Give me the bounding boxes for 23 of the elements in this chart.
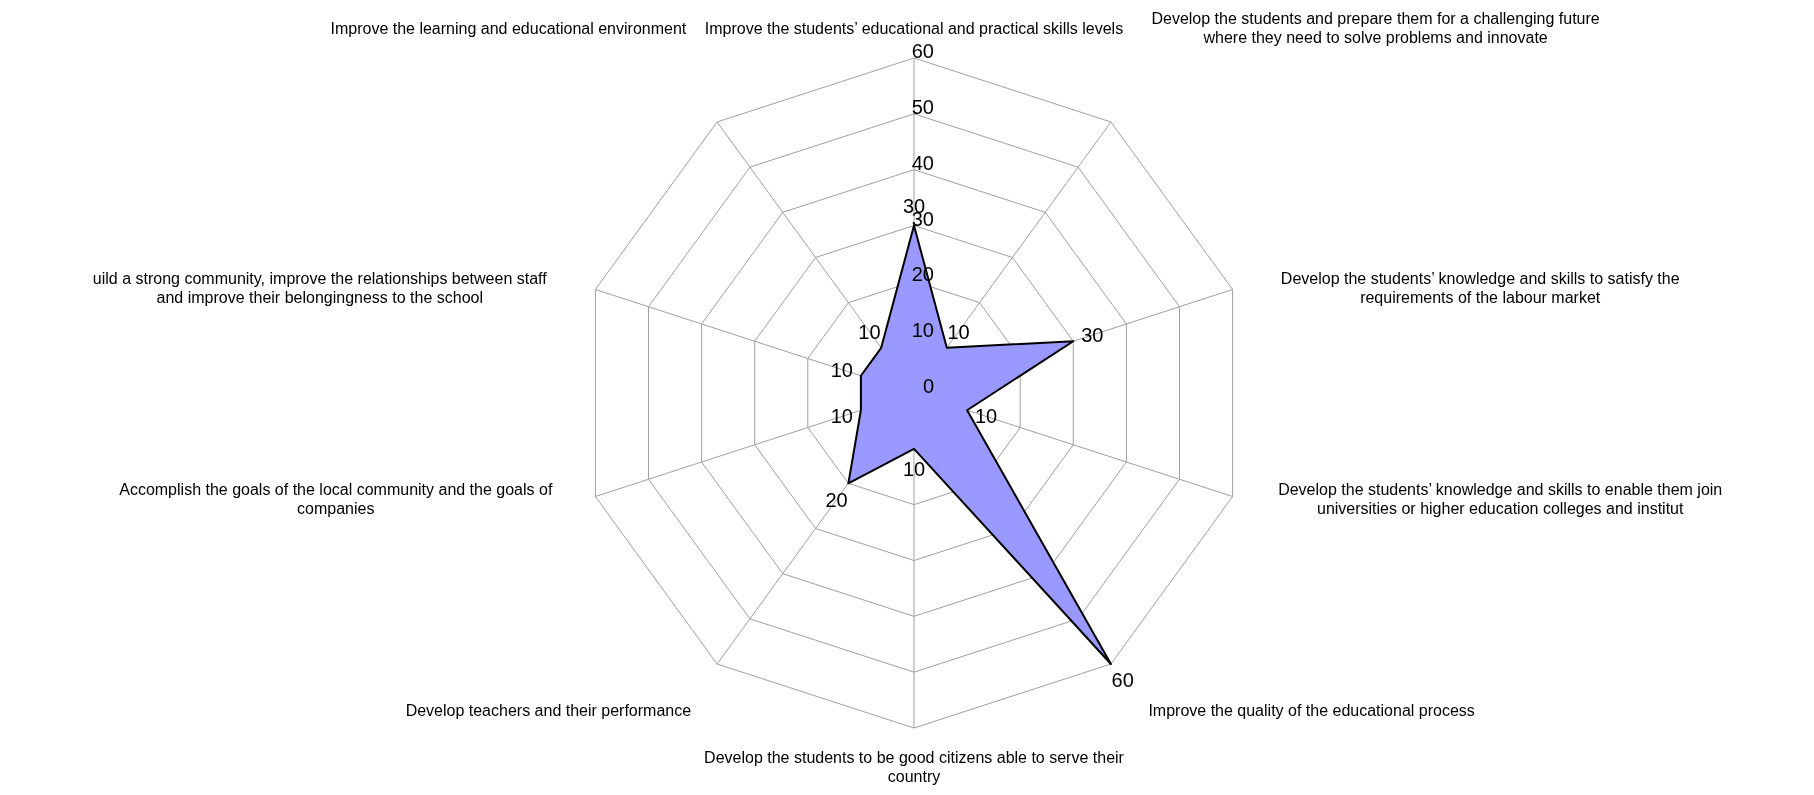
y-tick-label: 40 [911,151,934,174]
y-tick-label: 0 [922,375,934,397]
spoke-label: Improve the students’ educational and practical skills levels [704,20,1124,37]
y-tick-label: 10 [911,319,934,342]
y-tick-label: 50 [911,95,934,118]
spoke-label: Develop the students to be good citizens able to serve their country [704,748,1125,785]
spoke-label: Develop the students and prepare them for a challenging future where they need to solve problems and innovate [1151,10,1600,47]
spoke-label: Develop the students’ knowledge and skills to satisfy the requirements of the labour market [1280,269,1680,306]
data-label: 10 [975,405,998,428]
data-label: 30 [1081,324,1104,347]
spoke-label: Develop teachers and their performance [405,702,692,720]
data-label: 10 [830,358,853,381]
data-label: 10 [830,405,853,428]
spoke-label: Accomplish the goals of the local community and the goals of companies [119,481,553,518]
spoke-label: uild a strong community, improve the relationships between staff and improve their belongingness to the school [92,269,548,306]
spoke-label: Improve the learning and educational environment [330,19,687,37]
data-label: 20 [825,488,848,511]
data-label: 10 [858,320,881,343]
spoke-label: Develop the students’ knowledge and skills to enable them join universities or higher education colleges and institut [1278,481,1723,518]
y-tick-label: 60 [911,40,934,62]
data-label: 60 [1111,669,1134,692]
spoke-label: Improve the quality of the educational process [1148,702,1475,720]
data-label: 10 [947,320,970,343]
